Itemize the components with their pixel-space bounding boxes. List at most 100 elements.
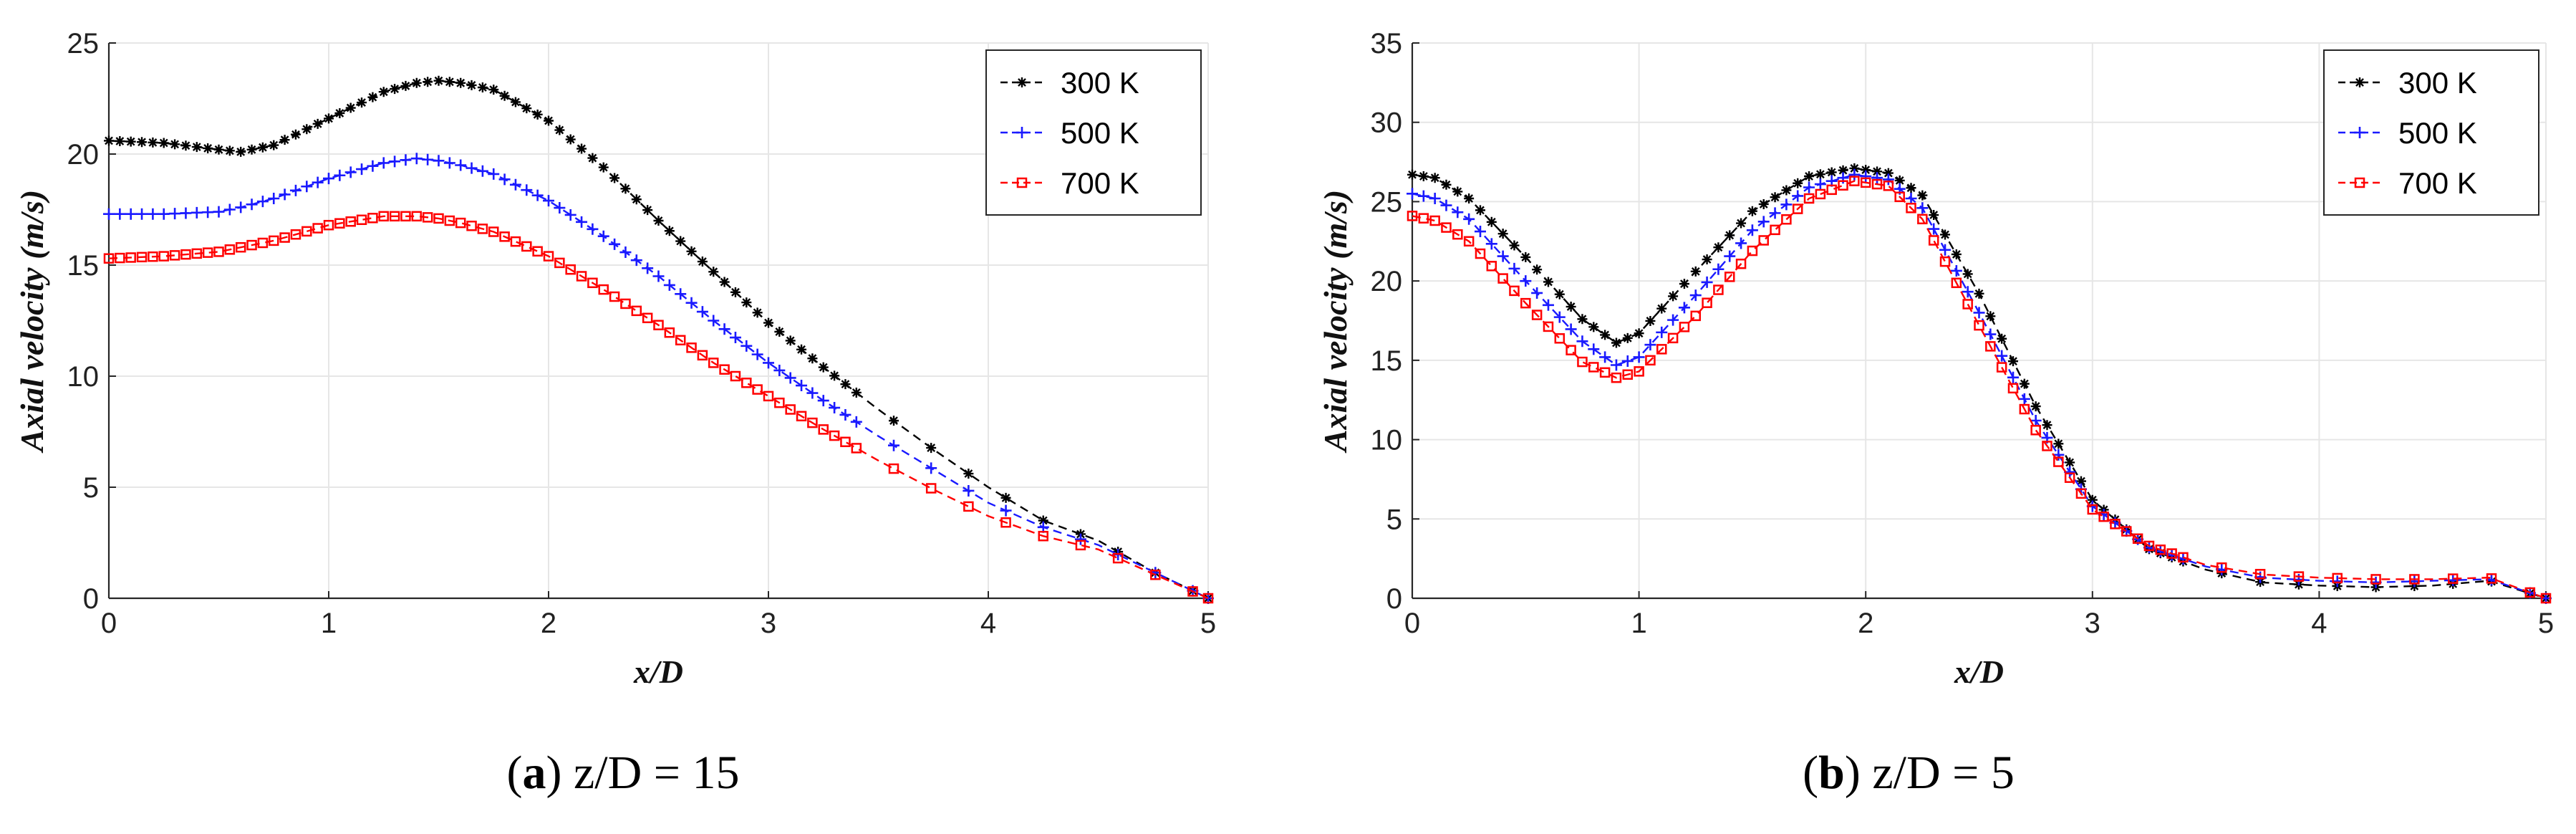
data-point	[213, 144, 224, 155]
data-point	[1849, 163, 1860, 173]
legend-marker	[2354, 177, 2365, 188]
data-point	[345, 216, 356, 227]
data-point	[148, 251, 158, 262]
data-point	[1520, 297, 1531, 309]
x-tick-label: 4	[2311, 608, 2327, 639]
data-point	[587, 223, 599, 235]
data-point	[796, 380, 808, 392]
data-point	[2332, 572, 2343, 584]
data-point	[565, 264, 576, 275]
data-point	[2042, 441, 2052, 451]
data-point	[1187, 586, 1198, 597]
data-point	[1940, 229, 1951, 240]
data-point	[2524, 587, 2536, 598]
data-point	[2370, 574, 2381, 585]
data-point	[1962, 286, 1974, 298]
data-point	[829, 430, 840, 441]
data-point	[840, 379, 851, 390]
data-point	[1417, 190, 1429, 202]
data-point	[2053, 438, 2064, 449]
data-point	[223, 203, 236, 216]
data-point	[488, 226, 499, 237]
data-point	[926, 443, 937, 454]
x-tick-label: 1	[1631, 608, 1646, 639]
data-point	[2121, 526, 2132, 537]
data-point	[312, 176, 324, 188]
data-point	[708, 315, 720, 327]
legend: 300 K 500 K 700 K	[2323, 49, 2539, 216]
data-point	[1678, 302, 1690, 314]
data-point	[224, 145, 235, 156]
data-point	[696, 306, 708, 318]
legend-label: 500 K	[2398, 116, 2477, 150]
data-point	[1985, 341, 1996, 352]
series-line	[1412, 173, 2547, 600]
x-tick-label: 4	[980, 608, 996, 639]
data-point	[498, 173, 511, 186]
data-point	[963, 501, 974, 512]
data-point	[1074, 533, 1086, 545]
data-point	[235, 241, 246, 253]
data-point	[925, 462, 937, 474]
data-point	[334, 169, 346, 181]
data-point	[1848, 168, 1861, 181]
data-point	[1588, 362, 1599, 373]
data-point	[1781, 214, 1792, 225]
data-point	[773, 364, 786, 376]
data-point	[1112, 552, 1124, 564]
data-point	[1418, 171, 1429, 181]
data-point	[1928, 235, 1939, 246]
data-point	[115, 136, 125, 147]
x-tick-label: 5	[2538, 608, 2554, 639]
data-point	[510, 97, 521, 107]
data-point	[1997, 333, 2007, 344]
data-point	[1463, 213, 1475, 225]
data-point	[543, 251, 554, 262]
data-point	[136, 208, 148, 220]
data-point	[2075, 488, 2087, 499]
data-point	[1566, 302, 1576, 312]
data-point	[389, 155, 401, 168]
data-point	[729, 332, 741, 344]
data-point	[1974, 288, 1984, 299]
data-point	[1452, 186, 1463, 197]
x-tick-label: 3	[2085, 608, 2100, 639]
data-point	[1645, 315, 1656, 326]
data-point	[719, 277, 730, 287]
data-point	[400, 80, 411, 91]
data-point	[1622, 332, 1633, 343]
data-point	[411, 77, 422, 88]
data-point	[888, 416, 899, 426]
data-point	[170, 139, 180, 150]
x-tick-label: 0	[1404, 608, 1420, 639]
data-point	[653, 320, 664, 330]
data-point	[1000, 504, 1012, 517]
data-point	[564, 208, 577, 221]
data-point	[1861, 165, 1871, 176]
x-tick-label: 1	[321, 608, 337, 639]
data-point	[1758, 235, 1769, 246]
data-point	[1815, 188, 1826, 200]
data-point	[1747, 245, 1758, 257]
data-point	[411, 211, 423, 222]
data-point	[1553, 311, 1566, 323]
data-point	[1577, 356, 1588, 368]
data-point	[202, 247, 213, 258]
data-point	[2254, 569, 2266, 580]
data-point	[1951, 249, 1962, 259]
x-axis-label: x/D	[1954, 653, 2004, 690]
data-point	[532, 246, 543, 257]
data-point	[2019, 378, 2030, 389]
data-point	[257, 237, 269, 249]
data-point	[1475, 205, 1485, 216]
data-point	[763, 390, 774, 402]
data-point	[125, 252, 136, 263]
data-point	[390, 84, 400, 95]
data-point	[169, 250, 180, 261]
data-point	[774, 327, 785, 337]
data-point	[1814, 178, 1826, 191]
data-point	[1770, 224, 1780, 236]
data-point	[577, 143, 587, 154]
data-point	[2087, 504, 2098, 515]
data-point	[1917, 214, 1928, 225]
